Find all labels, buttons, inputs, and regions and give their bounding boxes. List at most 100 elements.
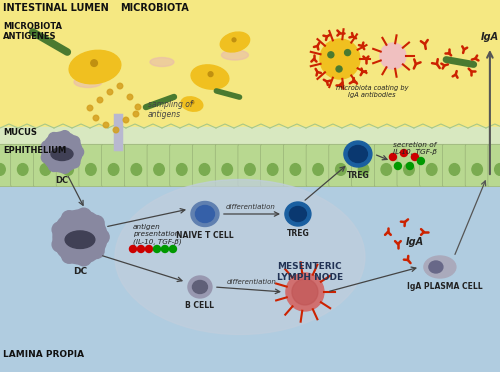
Ellipse shape (344, 141, 372, 167)
FancyBboxPatch shape (488, 144, 500, 186)
FancyBboxPatch shape (0, 144, 12, 186)
Ellipse shape (51, 148, 73, 160)
Ellipse shape (176, 164, 187, 175)
Circle shape (344, 49, 350, 55)
Ellipse shape (0, 164, 5, 175)
Circle shape (62, 248, 76, 263)
Circle shape (76, 251, 92, 266)
Circle shape (154, 246, 160, 253)
Circle shape (48, 160, 60, 171)
Circle shape (292, 279, 318, 305)
Ellipse shape (191, 202, 219, 227)
Ellipse shape (69, 50, 121, 84)
Text: LAMINA PROPIA: LAMINA PROPIA (3, 350, 84, 359)
Text: IgA PLASMA CELL: IgA PLASMA CELL (407, 282, 482, 291)
Text: antigen
presentation
(IL-10, TGF-β): antigen presentation (IL-10, TGF-β) (133, 224, 182, 245)
Text: NAIVE T CELL: NAIVE T CELL (176, 231, 234, 240)
Text: MESENTERIC
LYMPH NODE: MESENTERIC LYMPH NODE (277, 262, 343, 282)
Ellipse shape (191, 65, 229, 89)
Ellipse shape (220, 32, 250, 52)
FancyBboxPatch shape (442, 144, 466, 186)
Text: secretion of
IL-10, TGF-β: secretion of IL-10, TGF-β (393, 142, 437, 155)
Ellipse shape (115, 180, 365, 334)
Ellipse shape (196, 205, 214, 222)
Circle shape (87, 105, 93, 111)
Circle shape (89, 243, 104, 259)
Text: IgA: IgA (481, 32, 499, 42)
Ellipse shape (188, 276, 212, 298)
Bar (0, 144, 500, 187)
Ellipse shape (65, 231, 95, 248)
FancyBboxPatch shape (124, 144, 148, 186)
Text: TREG: TREG (346, 171, 370, 180)
Ellipse shape (494, 164, 500, 175)
Ellipse shape (181, 97, 203, 111)
FancyBboxPatch shape (56, 144, 80, 186)
Circle shape (53, 210, 107, 264)
Circle shape (76, 208, 92, 223)
Ellipse shape (313, 164, 324, 175)
Ellipse shape (426, 164, 437, 175)
Ellipse shape (404, 164, 414, 175)
FancyBboxPatch shape (284, 144, 308, 186)
Ellipse shape (472, 164, 482, 175)
Circle shape (42, 132, 82, 172)
Text: MICROBIOTA: MICROBIOTA (120, 3, 190, 13)
Ellipse shape (336, 164, 346, 175)
Text: DC: DC (73, 267, 87, 276)
Ellipse shape (222, 50, 248, 60)
Circle shape (42, 141, 52, 152)
Bar (0, 127, 500, 144)
Ellipse shape (40, 164, 50, 175)
Ellipse shape (108, 164, 119, 175)
Ellipse shape (381, 164, 392, 175)
Circle shape (130, 246, 136, 253)
Text: microbiota coating by
IgA antibodies: microbiota coating by IgA antibodies (336, 85, 408, 98)
Circle shape (394, 163, 402, 170)
FancyBboxPatch shape (147, 144, 171, 186)
Circle shape (133, 111, 139, 117)
Circle shape (328, 52, 334, 58)
Circle shape (89, 215, 104, 231)
Text: IgA: IgA (406, 237, 424, 247)
Ellipse shape (244, 164, 255, 175)
Text: B CELL: B CELL (186, 301, 214, 310)
FancyBboxPatch shape (10, 144, 34, 186)
FancyBboxPatch shape (260, 144, 284, 186)
Ellipse shape (429, 261, 443, 273)
Circle shape (418, 157, 424, 164)
Circle shape (135, 104, 141, 110)
Text: INTESTINAL LUMEN: INTESTINAL LUMEN (3, 3, 108, 13)
Text: MUCUS: MUCUS (3, 128, 37, 137)
Ellipse shape (222, 164, 232, 175)
Bar (0, 187, 500, 372)
Ellipse shape (18, 164, 28, 175)
Circle shape (406, 163, 414, 170)
Circle shape (390, 154, 396, 160)
Circle shape (123, 117, 129, 123)
Circle shape (103, 122, 109, 128)
FancyBboxPatch shape (420, 144, 444, 186)
Circle shape (91, 60, 98, 67)
FancyBboxPatch shape (215, 144, 239, 186)
Circle shape (162, 246, 168, 253)
Circle shape (380, 43, 406, 69)
Text: differentiation: differentiation (227, 279, 277, 285)
FancyBboxPatch shape (465, 144, 489, 186)
Circle shape (59, 131, 70, 142)
Ellipse shape (86, 164, 96, 175)
Ellipse shape (449, 164, 460, 175)
FancyBboxPatch shape (238, 144, 262, 186)
FancyBboxPatch shape (102, 144, 126, 186)
Circle shape (42, 152, 52, 163)
Circle shape (400, 150, 407, 157)
Circle shape (62, 211, 76, 226)
FancyBboxPatch shape (374, 144, 398, 186)
Text: TREG: TREG (286, 229, 310, 238)
FancyBboxPatch shape (192, 144, 216, 186)
Ellipse shape (290, 206, 306, 221)
Circle shape (336, 66, 342, 72)
Circle shape (52, 222, 67, 237)
Circle shape (320, 39, 360, 79)
Ellipse shape (348, 145, 368, 163)
